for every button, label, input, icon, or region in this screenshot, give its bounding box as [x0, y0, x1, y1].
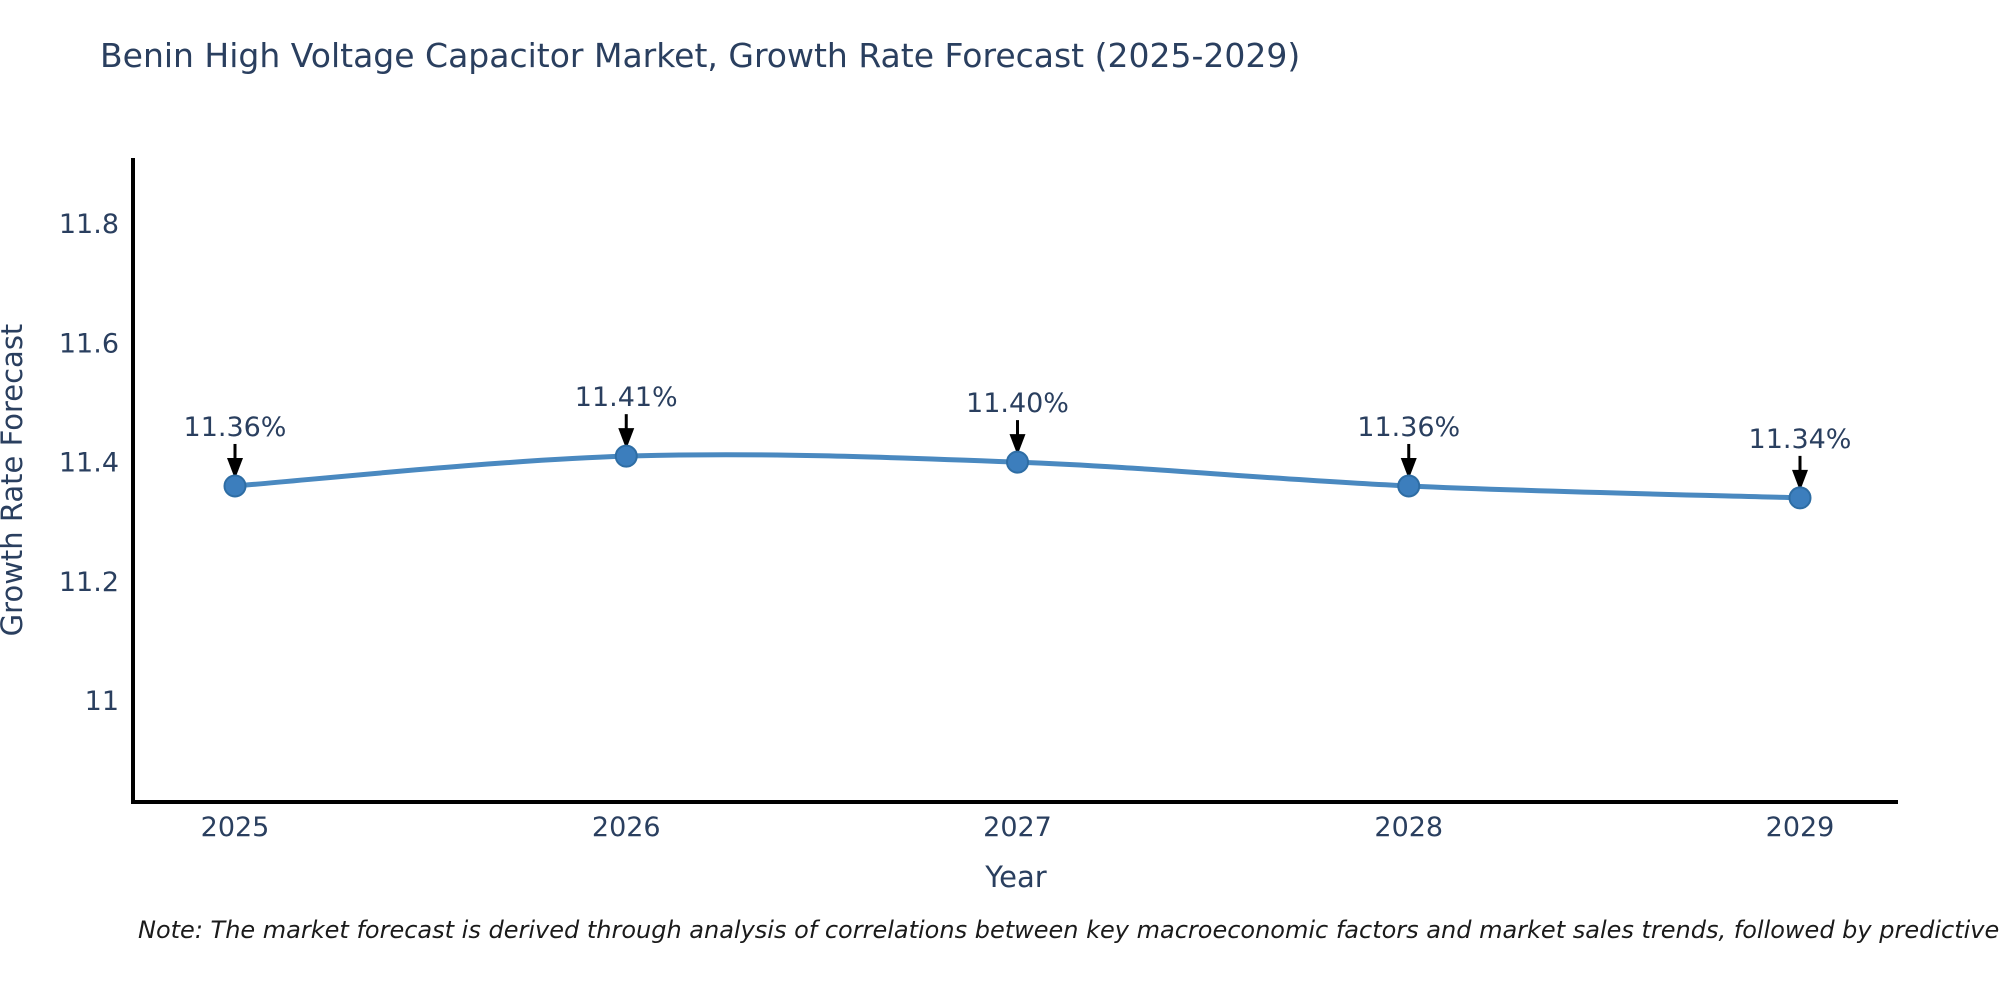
- data-point-label: 11.34%: [1749, 424, 1852, 455]
- y-tick-label: 11: [85, 686, 119, 717]
- data-point-label: 11.40%: [966, 388, 1069, 419]
- chart-title: Benin High Voltage Capacitor Market, Gro…: [100, 36, 1301, 75]
- data-point-label: 11.36%: [1357, 412, 1460, 443]
- y-tick-label: 11.6: [59, 328, 119, 359]
- data-point-label: 11.41%: [575, 382, 678, 413]
- data-point-marker: [1006, 450, 1029, 474]
- data-point-marker: [1397, 474, 1421, 498]
- data-point-marker: [1788, 486, 1812, 510]
- annotation-arrow-head: [1400, 457, 1417, 479]
- y-axis-title: Growth Rate Forecast: [0, 323, 29, 637]
- data-point-marker: [223, 474, 247, 498]
- x-axis-title: Year: [985, 860, 1047, 894]
- x-tick-label: 2025: [201, 812, 270, 843]
- y-tick-label: 11.2: [59, 567, 119, 598]
- data-point-label: 11.36%: [184, 412, 287, 443]
- annotation-arrow-head: [1792, 469, 1808, 491]
- data-point-marker: [614, 444, 638, 468]
- annotation-arrow-head: [227, 457, 243, 479]
- x-tick-label: 2028: [1374, 812, 1443, 843]
- y-tick-label: 11.8: [59, 209, 119, 240]
- x-tick-label: 2026: [592, 812, 661, 843]
- x-tick-label: 2029: [1766, 812, 1835, 843]
- y-tick-label: 11.4: [59, 448, 119, 479]
- annotation-arrow-head: [618, 428, 635, 450]
- annotation-arrow-head: [1009, 434, 1026, 456]
- x-tick-label: 2027: [983, 812, 1052, 843]
- footnote: Note: The market forecast is derived thr…: [138, 916, 2000, 944]
